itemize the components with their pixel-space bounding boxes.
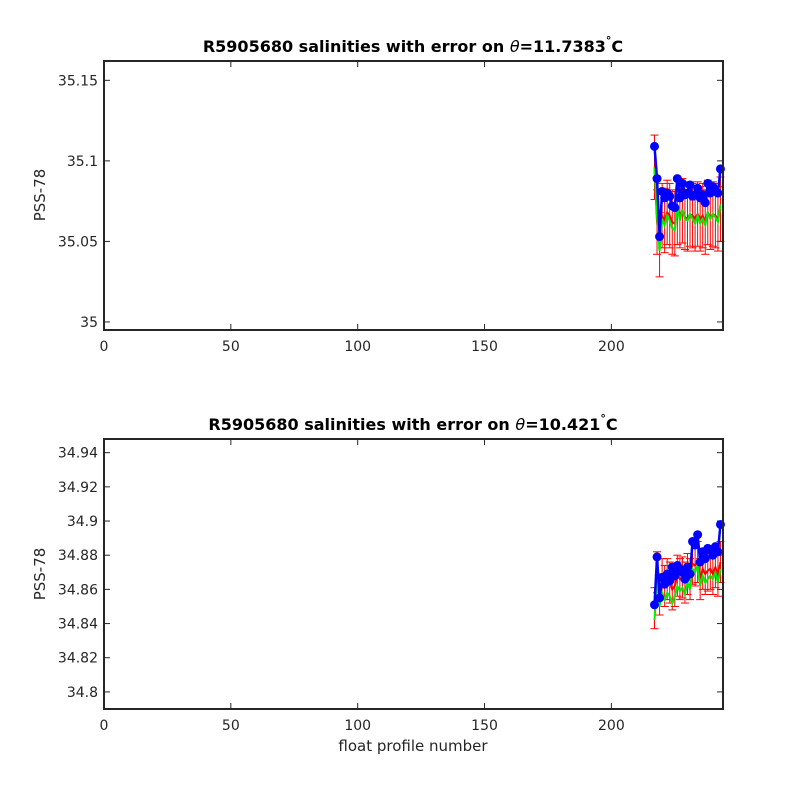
- chart-bottom-xlabel: float profile number: [338, 737, 488, 755]
- chart-bottom-xtick-label: 100: [344, 718, 371, 734]
- chart-bottom-ytick-label: 34.94: [58, 446, 98, 462]
- chart-bottom-ytick-label: 34.86: [58, 582, 98, 598]
- chart-top-ylabel: PSS-78: [31, 169, 49, 222]
- chart-bottom-raw-point: [693, 530, 703, 540]
- chart-top-raw-point: [677, 178, 687, 188]
- chart-top-raw-point: [698, 190, 708, 200]
- chart-top-raw-point: [670, 203, 680, 213]
- chart-top-raw-point: [693, 183, 703, 193]
- chart-bottom-xtick-label: 0: [100, 718, 109, 734]
- chart-bottom-xtick-label: 150: [471, 718, 498, 734]
- chart-top-plot: 0 50 100 150 200 35 35.05 35.1 35.15: [58, 61, 725, 355]
- chart-top-raw-point: [713, 188, 723, 198]
- chart-bottom-ylabel: PSS-78: [31, 548, 49, 601]
- chart-top-ytick-label: 35: [80, 315, 98, 331]
- chart-bottom-ytick-label: 34.88: [58, 548, 98, 564]
- chart-top: R5905680 salinities with error on θ=11.7…: [31, 34, 725, 355]
- chart-bottom-raw-point: [650, 600, 660, 610]
- chart-bottom-plot: 0 50 100 150 200 34.8 34.82 34.84 34.86 34.88 34.9…: [58, 439, 725, 734]
- chart-bottom-ytick-label: 34.9: [67, 514, 98, 530]
- chart-top-axes-box: [103, 60, 724, 331]
- chart-top-ytick-label: 35.1: [67, 154, 98, 170]
- chart-top-ytick-label: 35.15: [58, 73, 98, 89]
- chart-top-xtick-label: 0: [100, 339, 109, 355]
- chart-bottom-title: R5905680 salinities with error on θ=10.4…: [208, 412, 617, 434]
- chart-bottom-raw-point: [685, 569, 695, 579]
- chart-bottom-raw-point: [713, 547, 723, 557]
- chart-bottom-raw-point: [655, 593, 665, 603]
- chart-bottom-xtick-label: 50: [222, 718, 240, 734]
- chart-top-title: R5905680 salinities with error on θ=11.7…: [203, 34, 623, 56]
- chart-top-xtick-label: 150: [471, 339, 498, 355]
- chart-bottom-raw-point: [700, 554, 710, 564]
- chart-bottom-xtick-label: 200: [598, 718, 625, 734]
- chart-bottom-axes-box: [103, 438, 724, 710]
- chart-bottom-ytick-label: 34.84: [58, 617, 98, 633]
- chart-top-ytick-label: 35.05: [58, 234, 98, 250]
- chart-bottom-raw-point: [652, 552, 662, 562]
- chart-top-raw-point: [685, 180, 695, 190]
- chart-bottom-raw-point: [690, 540, 700, 550]
- chart-top-xtick-label: 200: [598, 339, 625, 355]
- chart-bottom-ytick-label: 34.82: [58, 651, 98, 667]
- chart-top-xtick-label: 100: [344, 339, 371, 355]
- chart-bottom: R5905680 salinities with error on θ=10.4…: [31, 412, 725, 755]
- chart-bottom-raw-point: [670, 571, 680, 581]
- chart-bottom-ytick-label: 34.8: [67, 685, 98, 701]
- chart-bottom-ytick-label: 34.92: [58, 480, 98, 496]
- chart-top-calibrated-line: [653, 167, 722, 252]
- chart-top-raw-point: [655, 232, 665, 242]
- chart-top-raw-point: [650, 141, 660, 151]
- chart-top-raw-point: [665, 191, 675, 201]
- chart-top-raw-point: [652, 174, 662, 184]
- chart-top-raw-point: [700, 198, 710, 208]
- chart-top-xtick-label: 50: [222, 339, 240, 355]
